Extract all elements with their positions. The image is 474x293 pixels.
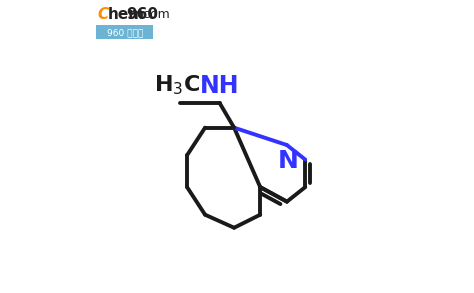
- FancyBboxPatch shape: [96, 25, 153, 39]
- Text: C: C: [97, 7, 109, 22]
- Text: hem: hem: [108, 7, 145, 22]
- Text: NH: NH: [200, 74, 239, 98]
- Text: .com: .com: [140, 8, 171, 21]
- Text: H$_3$C: H$_3$C: [155, 74, 201, 97]
- Text: 960: 960: [126, 7, 158, 22]
- Text: 960 化工网: 960 化工网: [107, 28, 143, 37]
- Text: N: N: [278, 149, 299, 173]
